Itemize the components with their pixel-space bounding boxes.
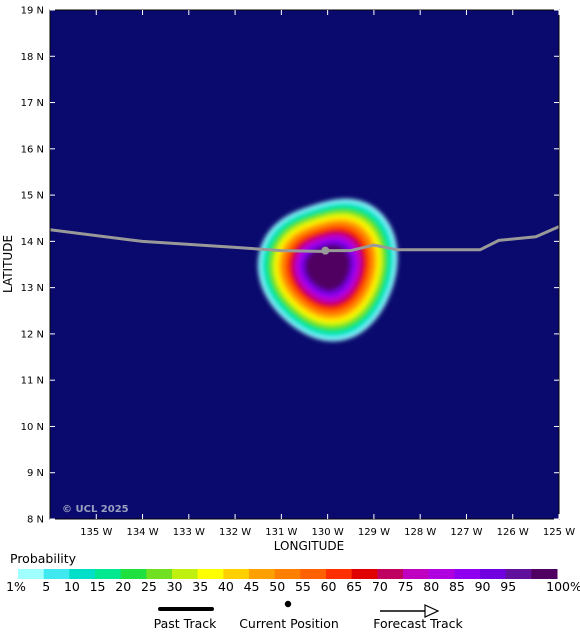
legend-swatch-50	[274, 569, 301, 579]
probability-band-100	[306, 246, 349, 290]
x-tick-label: 130 W	[312, 527, 344, 538]
y-tick-label: 14 N	[21, 237, 44, 248]
legend-label: 30	[167, 579, 183, 594]
legend-label: 1%	[6, 579, 26, 594]
forecast-track-key-label: Forecast Track	[373, 616, 463, 631]
x-tick-label: 128 W	[404, 527, 436, 538]
legend-label: 60	[321, 579, 337, 594]
y-axis-title: LATITUDE	[1, 235, 15, 293]
y-tick-label: 12 N	[21, 329, 44, 340]
track-key: Past Track Current Position Forecast Tra…	[154, 600, 464, 631]
legend-label: 100%	[546, 579, 580, 594]
x-tick-label: 127 W	[450, 527, 482, 538]
legend-swatch-5	[43, 569, 70, 579]
legend-label: 25	[141, 579, 157, 594]
legend-swatch-30	[172, 569, 199, 579]
axes: 135 W 134 W 133 W 132 W 131 W 130 W 129 W 128 W…	[21, 6, 576, 539]
y-tick-label: 10 N	[21, 422, 44, 433]
legend-swatch-80	[428, 569, 455, 579]
legend-swatch-75	[403, 569, 430, 579]
probability-contours	[257, 198, 398, 342]
y-tick-label: 17 N	[21, 98, 44, 109]
legend-label: 20	[115, 579, 131, 594]
x-tick-label: 126 W	[497, 527, 529, 538]
legend-swatch-95	[505, 569, 532, 579]
legend-label: 55	[295, 579, 311, 594]
legend-label: 15	[90, 579, 106, 594]
current-position-key-dot	[284, 600, 292, 608]
y-tick-label: 19 N	[21, 6, 44, 17]
legend-label: 65	[346, 579, 362, 594]
current-position-marker	[321, 246, 330, 255]
y-tick-label: 9 N	[27, 468, 44, 479]
storm-tracks	[50, 225, 559, 255]
y-tick-label: 11 N	[21, 376, 44, 387]
legend-label: 40	[218, 579, 234, 594]
legend-label: 95	[500, 579, 516, 594]
legend-title: Probability	[10, 551, 77, 566]
legend-label: 35	[192, 579, 208, 594]
y-tick-label: 18 N	[21, 52, 44, 63]
current-position-key-label: Current Position	[239, 616, 339, 631]
legend-swatch-65	[351, 569, 378, 579]
legend-swatch-45	[249, 569, 276, 579]
legend-swatch-1	[18, 569, 45, 579]
legend-swatch-25	[146, 569, 173, 579]
legend-label: 90	[475, 579, 491, 594]
past-track-key-label: Past Track	[154, 616, 217, 631]
x-tick-label: 131 W	[265, 527, 297, 538]
x-axis-title: LONGITUDE	[274, 539, 344, 553]
forecast-track-key-arrowhead	[424, 604, 440, 618]
y-tick-label: 16 N	[21, 144, 44, 155]
legend-swatch-55	[300, 569, 327, 579]
legend-label: 45	[244, 579, 260, 594]
legend-label: 70	[372, 579, 388, 594]
x-tick-label: 132 W	[219, 527, 251, 538]
legend-label: 75	[398, 579, 414, 594]
legend-label: 85	[449, 579, 465, 594]
x-tick-label: 125 W	[543, 527, 575, 538]
forecast-track-line	[325, 225, 559, 253]
legend-label: 50	[269, 579, 285, 594]
legend-label: 10	[64, 579, 80, 594]
x-tick-label: 134 W	[126, 527, 158, 538]
probability-legend: Probability 1% 5 10 15 20 25 30 35 40 45 50 55 60 65 7…	[6, 551, 580, 594]
copyright-text: © UCL 2025	[62, 504, 129, 515]
legend-swatch-85	[454, 569, 481, 579]
legend-swatch-40	[223, 569, 250, 579]
legend-label: 80	[423, 579, 439, 594]
past-track-line	[50, 228, 328, 253]
legend-label: 5	[42, 579, 50, 594]
legend-swatch-100	[531, 569, 558, 579]
x-tick-label: 133 W	[173, 527, 205, 538]
plot-frame	[49, 9, 560, 520]
x-tick-label: 129 W	[358, 527, 390, 538]
y-tick-label: 15 N	[21, 191, 44, 202]
legend-swatch-60	[326, 569, 353, 579]
legend-labels: 1% 5 10 15 20 25 30 35 40 45 50 55 60 65 70 75 80 85 90 95 1…	[6, 579, 580, 594]
legend-swatch-10	[69, 569, 96, 579]
legend-swatch-20	[120, 569, 147, 579]
probability-field	[257, 198, 398, 342]
legend-swatch-35	[197, 569, 224, 579]
legend-swatch-90	[480, 569, 507, 579]
x-tick-label: 135 W	[80, 527, 112, 538]
legend-swatch-70	[377, 569, 404, 579]
legend-colorbar	[18, 569, 558, 579]
legend-swatch-15	[95, 569, 122, 579]
y-tick-label: 13 N	[21, 283, 44, 294]
y-tick-label: 8 N	[27, 515, 44, 526]
